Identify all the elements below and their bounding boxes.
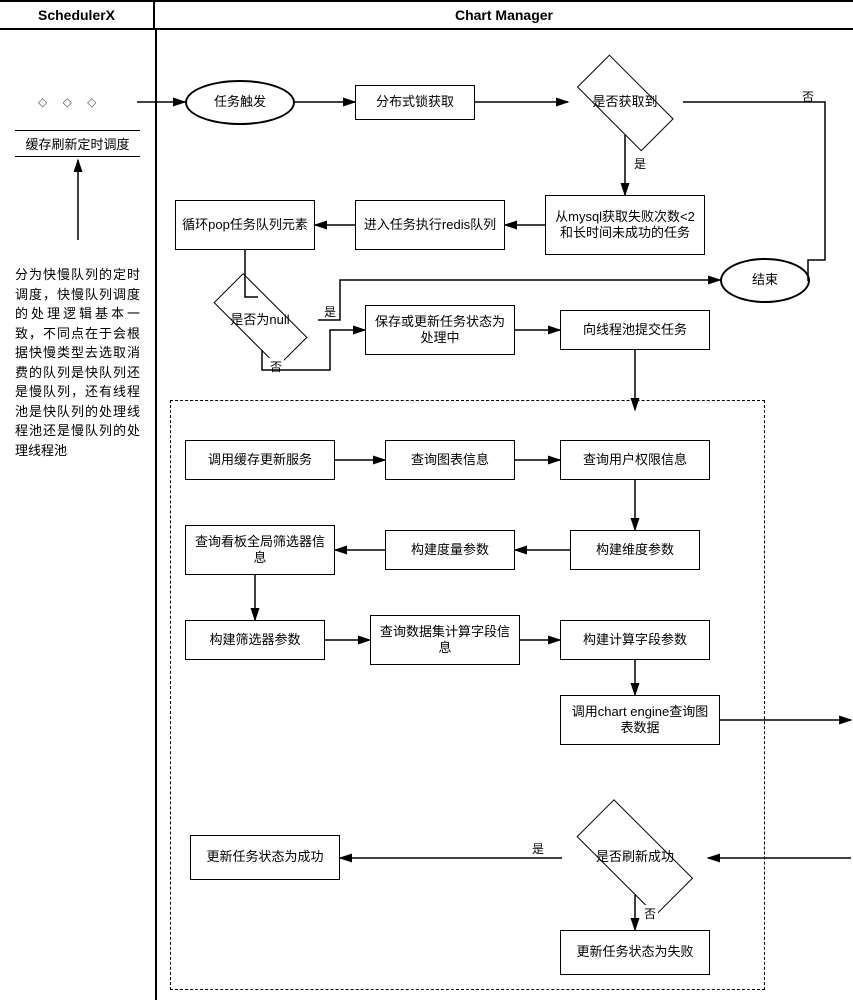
node-filterparam: 构建筛选器参数 <box>185 620 325 660</box>
node-metricparam: 构建度量参数 <box>385 530 515 570</box>
edge-label-refreshok-yes: 是 <box>530 840 546 857</box>
node-callengine: 调用chart engine查询图表数据 <box>560 695 720 745</box>
sidebar-diamonds-icon: ◇ ◇ ◇ <box>38 95 102 109</box>
edge-label-refreshok-no: 否 <box>642 905 658 922</box>
node-redisq: 进入任务执行redis队列 <box>355 200 505 250</box>
node-mysql: 从mysql获取失败次数<2和长时间未成功的任务 <box>545 195 705 255</box>
node-pop: 循环pop任务队列元素 <box>175 200 315 250</box>
node-gotlock: 是否获取到 <box>560 70 690 135</box>
node-lock: 分布式锁获取 <box>355 85 475 120</box>
node-saving: 保存或更新任务状态为处理中 <box>365 305 515 355</box>
node-updatefail: 更新任务状态为失败 <box>560 930 710 975</box>
node-globalfilter: 查询看板全局筛选器信息 <box>185 525 335 575</box>
node-isnull: 是否为null <box>195 290 325 350</box>
node-gotlock-label: 是否获取到 <box>582 94 667 110</box>
node-userperm: 查询用户权限信息 <box>560 440 710 480</box>
swimlane-headers: SchedulerX Chart Manager <box>0 0 853 30</box>
lane-header-schedulerx: SchedulerX <box>0 2 155 28</box>
sidebar-description: 分为快慢队列的定时调度，快慢队列调度的处理逻辑基本一致，不同点在于会根据快慢类型… <box>15 265 140 460</box>
edge-label-isnull-yes: 是 <box>322 303 338 320</box>
node-isnull-label: 是否为null <box>220 312 299 328</box>
node-updatesuccess: 更新任务状态为成功 <box>190 835 340 880</box>
node-refreshok: 是否刷新成功 <box>555 820 715 895</box>
edge-label-isnull-no: 否 <box>268 358 284 375</box>
node-chartinfo: 查询图表信息 <box>385 440 515 480</box>
node-cacheupd: 调用缓存更新服务 <box>185 440 335 480</box>
node-calcfieldinfo: 查询数据集计算字段信息 <box>370 615 520 665</box>
node-dimparam: 构建维度参数 <box>570 530 700 570</box>
sidebar-refresh-label: 缓存刷新定时调度 <box>15 130 140 157</box>
lane-header-chartmanager: Chart Manager <box>155 2 853 28</box>
edge-label-gotlock-no: 否 <box>800 88 816 105</box>
node-refreshok-label: 是否刷新成功 <box>586 849 684 865</box>
edge-label-gotlock-yes: 是 <box>632 155 648 172</box>
node-submit: 向线程池提交任务 <box>560 310 710 350</box>
lane-divider <box>155 30 157 1000</box>
node-end: 结束 <box>720 258 810 303</box>
node-calcfieldparam: 构建计算字段参数 <box>560 620 710 660</box>
node-trigger: 任务触发 <box>185 80 295 125</box>
